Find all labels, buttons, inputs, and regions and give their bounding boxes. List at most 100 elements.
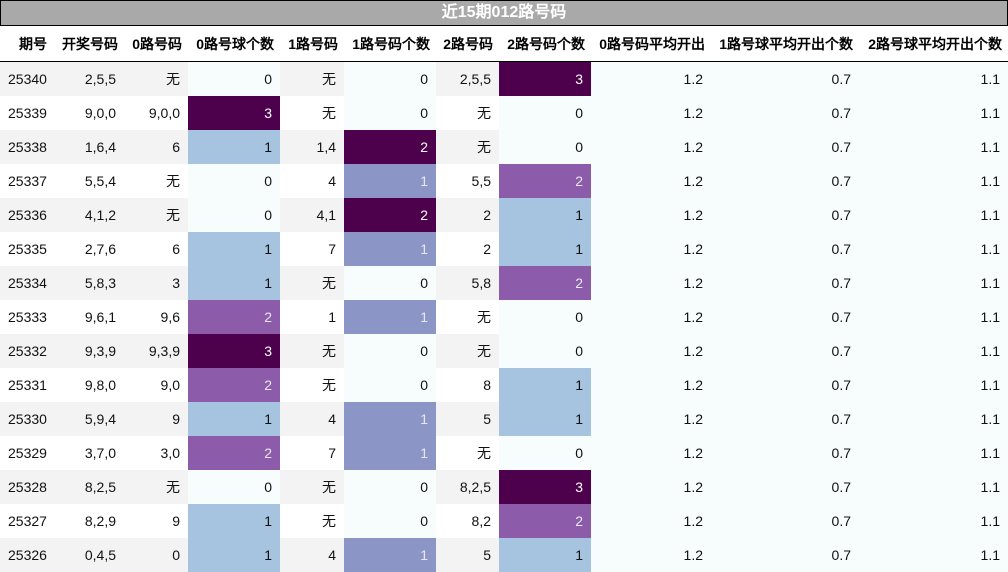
route1-avg-cell: 0.7 xyxy=(711,95,859,130)
route2-avg-cell: 1.1 xyxy=(859,401,1008,436)
draw-cell: 8,2,5 xyxy=(53,469,124,504)
route1-count-cell: 0 xyxy=(344,95,436,130)
route2-numbers-cell: 2 xyxy=(436,231,499,266)
route2-avg-header: 2路号球平均开出个数 xyxy=(859,26,1008,62)
route2-count-cell: 3 xyxy=(499,469,591,504)
route0-count-header: 0路号球个数 xyxy=(188,26,280,62)
route0-numbers-cell: 6 xyxy=(124,129,188,164)
table-row: 25339 9,0,0 9,0,0 3 无 0 无 0 1.2 0.7 1.1 xyxy=(0,95,1008,130)
issue-cell: 25333 xyxy=(0,299,53,334)
route0-avg-cell: 1.2 xyxy=(591,231,711,266)
draw-cell: 8,2,9 xyxy=(53,503,124,538)
route2-count-cell: 0 xyxy=(499,129,591,164)
route0-avg-cell: 1.2 xyxy=(591,401,711,436)
route2-numbers-header: 2路号码 xyxy=(436,26,499,62)
route0-numbers-cell: 9,0,0 xyxy=(124,95,188,130)
route2-numbers-cell: 2,5,5 xyxy=(436,61,499,96)
route2-numbers-cell: 5 xyxy=(436,401,499,436)
route0-count-cell: 1 xyxy=(188,265,280,300)
route1-numbers-cell: 无 xyxy=(280,333,344,368)
route0-numbers-cell: 6 xyxy=(124,231,188,266)
route2-avg-cell: 1.1 xyxy=(859,197,1008,232)
route1-numbers-header: 1路号码 xyxy=(280,26,344,62)
draw-cell: 4,1,2 xyxy=(53,197,124,232)
issue-cell: 25326 xyxy=(0,537,53,572)
route0-numbers-cell: 9 xyxy=(124,503,188,538)
route0-numbers-cell: 9,0 xyxy=(124,367,188,402)
header-row: 期号 开奖号码 0路号码 0路号球个数 1路号码 1路号码个数 2路号码 2路号码个数 0路号码… xyxy=(0,26,1008,62)
route1-avg-cell: 0.7 xyxy=(711,435,859,470)
route1-count-cell: 1 xyxy=(344,537,436,572)
route0-count-cell: 1 xyxy=(188,231,280,266)
route1-count-header: 1路号码个数 xyxy=(344,26,436,62)
route2-numbers-cell: 5 xyxy=(436,537,499,572)
table-row: 25336 4,1,2 无 0 4,1 2 2 1 1.2 0.7 1.1 xyxy=(0,197,1008,232)
table-row: 25335 2,7,6 6 1 7 1 2 1 1.2 0.7 1.1 xyxy=(0,231,1008,266)
route1-numbers-cell: 无 xyxy=(280,61,344,96)
route1-avg-header: 1路号球平均开出个数 xyxy=(711,26,859,62)
route0-count-cell: 0 xyxy=(188,61,280,96)
issue-header: 期号 xyxy=(0,26,53,62)
route1-count-cell: 0 xyxy=(344,61,436,96)
issue-cell: 25338 xyxy=(0,129,53,164)
route0-avg-cell: 1.2 xyxy=(591,61,711,96)
route2-count-cell: 2 xyxy=(499,503,591,538)
route2-numbers-cell: 2 xyxy=(436,197,499,232)
route2-numbers-cell: 无 xyxy=(436,95,499,130)
route0-count-cell: 2 xyxy=(188,435,280,470)
draw-cell: 1,6,4 xyxy=(53,129,124,164)
route0-numbers-cell: 无 xyxy=(124,163,188,198)
route0-avg-cell: 1.2 xyxy=(591,435,711,470)
issue-cell: 25332 xyxy=(0,333,53,368)
route0-avg-cell: 1.2 xyxy=(591,299,711,334)
route2-numbers-cell: 8 xyxy=(436,367,499,402)
route0-avg-cell: 1.2 xyxy=(591,95,711,130)
route1-count-cell: 1 xyxy=(344,163,436,198)
draw-cell: 9,3,9 xyxy=(53,333,124,368)
issue-cell: 25334 xyxy=(0,265,53,300)
draw-cell: 9,6,1 xyxy=(53,299,124,334)
route1-count-cell: 2 xyxy=(344,197,436,232)
route2-avg-cell: 1.1 xyxy=(859,129,1008,164)
route1-numbers-cell: 7 xyxy=(280,435,344,470)
draw-cell: 5,9,4 xyxy=(53,401,124,436)
route1-avg-cell: 0.7 xyxy=(711,469,859,504)
route1-numbers-cell: 4 xyxy=(280,401,344,436)
table-row: 25337 5,5,4 无 0 4 1 5,5 2 1.2 0.7 1.1 xyxy=(0,163,1008,198)
table-row: 25334 5,8,3 3 1 无 0 5,8 2 1.2 0.7 1.1 xyxy=(0,265,1008,300)
route0-count-cell: 1 xyxy=(188,401,280,436)
route1-avg-cell: 0.7 xyxy=(711,537,859,572)
route1-numbers-cell: 4,1 xyxy=(280,197,344,232)
route2-avg-cell: 1.1 xyxy=(859,163,1008,198)
route1-count-cell: 0 xyxy=(344,265,436,300)
route1-numbers-cell: 4 xyxy=(280,537,344,572)
route1-avg-cell: 0.7 xyxy=(711,129,859,164)
route2-avg-cell: 1.1 xyxy=(859,367,1008,402)
route0-numbers-cell: 无 xyxy=(124,469,188,504)
route0-count-cell: 3 xyxy=(188,333,280,368)
route2-count-cell: 2 xyxy=(499,163,591,198)
route2-count-header: 2路号码个数 xyxy=(499,26,591,62)
route0-numbers-cell: 3 xyxy=(124,265,188,300)
route1-numbers-cell: 无 xyxy=(280,367,344,402)
route0-avg-cell: 1.2 xyxy=(591,163,711,198)
route2-count-cell: 3 xyxy=(499,61,591,96)
route1-numbers-cell: 7 xyxy=(280,231,344,266)
route2-avg-cell: 1.1 xyxy=(859,503,1008,538)
route2-avg-cell: 1.1 xyxy=(859,435,1008,470)
route0-numbers-cell: 无 xyxy=(124,197,188,232)
route0-avg-cell: 1.2 xyxy=(591,537,711,572)
route0-count-cell: 2 xyxy=(188,367,280,402)
draw-cell: 2,7,6 xyxy=(53,231,124,266)
table-row: 25329 3,7,0 3,0 2 7 1 无 0 1.2 0.7 1.1 xyxy=(0,435,1008,470)
route0-avg-cell: 1.2 xyxy=(591,333,711,368)
draw-cell: 2,5,5 xyxy=(53,61,124,96)
route2-count-cell: 2 xyxy=(499,265,591,300)
draw-cell: 9,8,0 xyxy=(53,367,124,402)
route2-count-cell: 1 xyxy=(499,401,591,436)
route-012-table: 期号 开奖号码 0路号码 0路号球个数 1路号码 1路号码个数 2路号码 2路号码个数 0路号码… xyxy=(0,26,1008,572)
route2-numbers-cell: 5,8 xyxy=(436,265,499,300)
route2-count-cell: 1 xyxy=(499,197,591,232)
issue-cell: 25328 xyxy=(0,469,53,504)
route2-count-cell: 0 xyxy=(499,95,591,130)
